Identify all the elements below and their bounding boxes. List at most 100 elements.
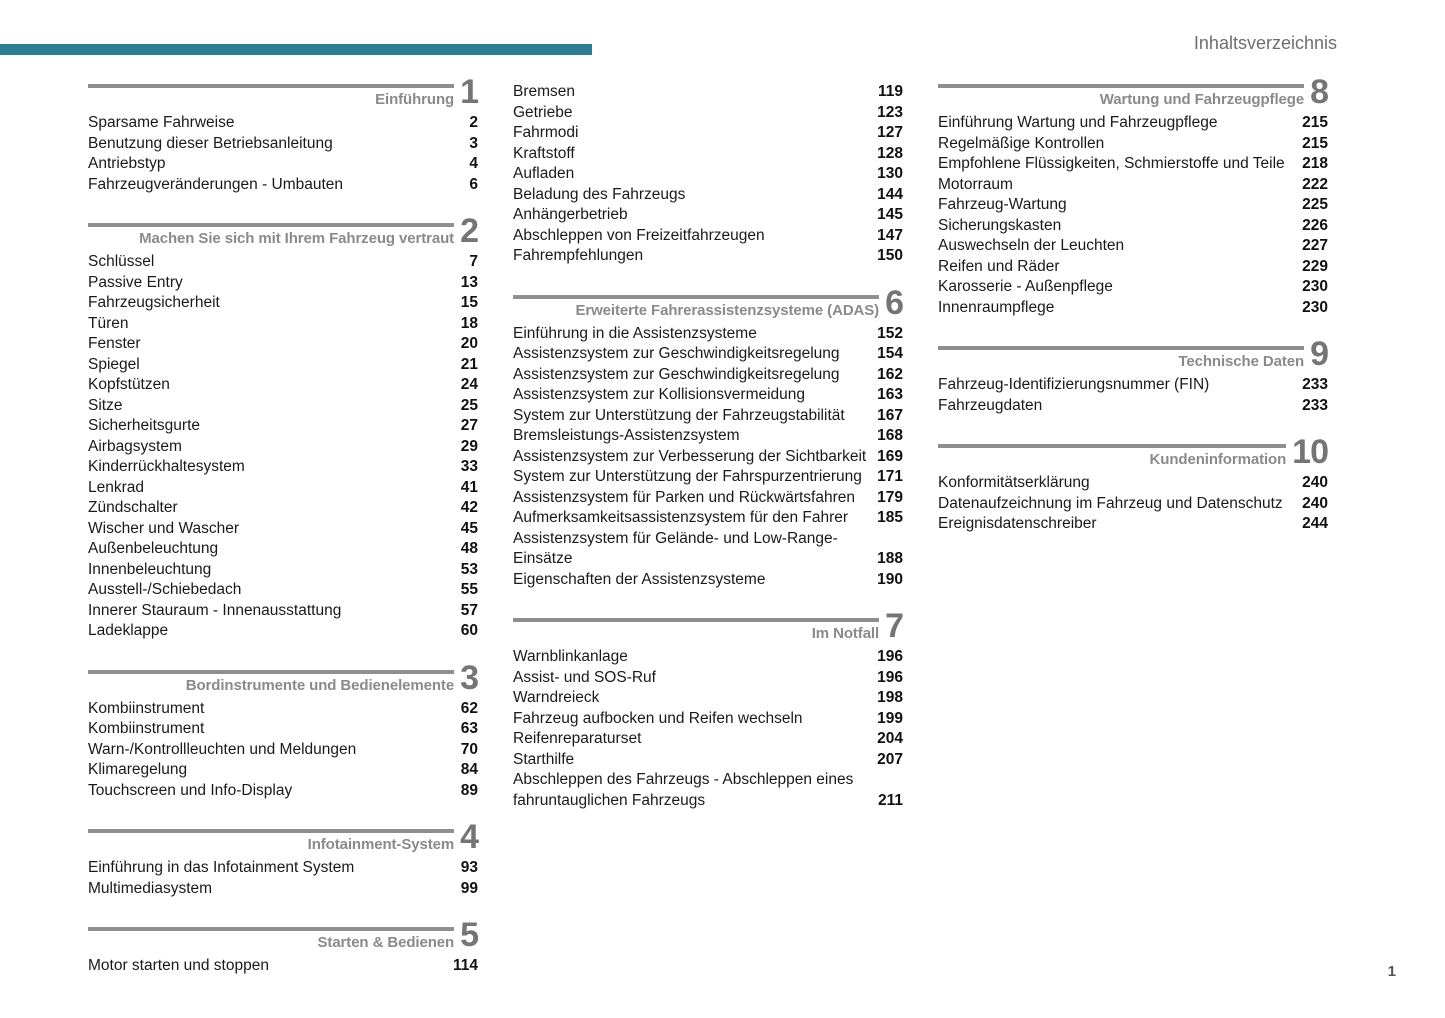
entry-label: Reifenreparaturset: [513, 730, 642, 747]
entry-page: 29: [460, 437, 478, 455]
entry-page: 25: [460, 396, 478, 414]
entry-label: Sicherheitsgurte: [88, 417, 201, 434]
entry-page: 196: [877, 648, 903, 665]
entry-page: 15: [460, 294, 478, 311]
chapter-number: 9: [1310, 335, 1329, 373]
toc-section: Technische Daten 9 Fahrzeug-Identifizierun…: [938, 335, 1329, 417]
toc-entry: Innerer Stauraum - Innenausstattung 57: [88, 601, 478, 622]
toc-entry: Anhängerbetrieb 145: [513, 205, 903, 226]
toc-entry: Assistenzsystem für Parken und Rückwärts…: [513, 488, 903, 509]
toc-entry: Zündschalter 42: [88, 498, 478, 519]
entry-label: Kinderrückhaltesystem: [88, 458, 245, 475]
entry-label: Assistenzsystem zur Geschwindigkeitsrege…: [513, 365, 840, 383]
entry-page: 4: [469, 155, 478, 172]
entry-label: Assist- und SOS-Ruf: [513, 668, 656, 686]
section-header: Wartung und Fahrzeugpflege 8: [938, 75, 1329, 110]
entry-page: 119: [877, 83, 903, 100]
entry-label: Abschleppen von Freizeitfahrzeugen: [513, 226, 765, 244]
toc-entry: Fahrzeug aufbocken und Reifen wechseln 19…: [513, 709, 903, 730]
toc-entry: Antriebstyp 4: [88, 154, 478, 175]
toc-entry: Empfohlene Flüssigkeiten, Schmierstoffe …: [938, 154, 1328, 175]
toc-entry: Fahrzeugdaten 233: [938, 396, 1328, 417]
entry-page: 18: [460, 314, 478, 332]
entry-label: Innenbeleuchtung: [88, 560, 212, 578]
entry-page: 244: [1302, 515, 1328, 532]
toc-entry: Abschleppen von Freizeitfahrzeugen 147: [513, 226, 903, 247]
section-header-left: Technische Daten: [938, 344, 1304, 372]
entry-label: Fahrzeugveränderungen - Umbauten: [88, 175, 344, 193]
entry-label: Antriebstyp: [88, 155, 166, 172]
toc-entry: Aufmerksamkeitsassistenzsystem für den F…: [513, 508, 903, 529]
chapter-number: 3: [460, 658, 479, 697]
toc-entry: Passive Entry 13: [88, 273, 478, 294]
entry-page: 154: [877, 345, 903, 362]
entry-label: Innerer Stauraum - Innenausstattung: [88, 601, 342, 619]
entry-page: 227: [1302, 237, 1328, 254]
section-rule: [938, 84, 1305, 88]
header-accent-bar: [0, 44, 592, 55]
entry-label: Motor starten und stoppen: [88, 957, 269, 974]
entry-label: Kopfstützen: [88, 376, 170, 393]
entry-page: 190: [877, 570, 903, 588]
toc-entry: Ereignisdatenschreiber 244: [938, 514, 1328, 535]
entry-page: 24: [460, 376, 478, 393]
toc-entry: Beladung des Fahrzeugs 144: [513, 185, 903, 206]
entry-label: Assistenzsystem für Gelände- und Low-Ran…: [513, 529, 838, 568]
entry-page: 45: [460, 519, 478, 537]
entry-page: 226: [1302, 216, 1328, 234]
entry-page: 144: [877, 185, 903, 203]
entry-label: Einführung Wartung und Fahrzeugpflege: [938, 114, 1218, 131]
section-title: Wartung und Fahrzeugpflege: [1099, 91, 1305, 108]
entry-page: 233: [1302, 376, 1328, 393]
entry-label: Eigenschaften der Assistenzsysteme: [513, 570, 766, 588]
entry-page: 53: [460, 560, 478, 578]
toc-entry: System zur Unterstützung der Fahrspurzen…: [513, 467, 903, 488]
section-header-left: Erweiterte Fahrerassistenzsysteme (ADAS): [513, 293, 879, 321]
entry-label: Touchscreen und Info-Display: [88, 781, 293, 799]
toc-entry: Bremsen 119: [513, 82, 903, 103]
entry-label: Kraftstoff: [513, 144, 575, 162]
toc-entry: Auswechseln der Leuchten 227: [938, 236, 1328, 257]
entry-page: 27: [460, 417, 478, 434]
entry-page: 33: [460, 458, 478, 475]
toc-entry: Außenbeleuchtung 48: [88, 539, 478, 560]
chapter-number: 7: [885, 607, 904, 645]
entry-label: Konformitätserklärung: [938, 474, 1090, 491]
section-header-left: Einführung: [88, 82, 454, 110]
toc-section: Kundeninformation 10 Konformitätserklärung…: [938, 435, 1329, 535]
entry-page: 3: [469, 134, 478, 152]
entry-page: 167: [877, 406, 903, 424]
entry-page: 57: [460, 601, 478, 619]
entry-label: Sitze: [88, 396, 123, 414]
entry-label: Aufladen: [513, 165, 575, 182]
page-number: 1: [1387, 963, 1396, 980]
section-header-left: Im Notfall: [513, 616, 879, 644]
entry-page: 13: [460, 273, 478, 291]
entry-page: 84: [460, 761, 478, 778]
entry-label: Aufmerksamkeitsassistenzsystem für den F…: [513, 509, 849, 526]
toc-entry: Karosserie - Außenpflege 230: [938, 277, 1328, 298]
entry-label: Starthilfe: [513, 750, 575, 768]
toc-entry: Regelmäßige Kontrollen 215: [938, 134, 1328, 155]
toc-entry: Kopfstützen 24: [88, 375, 478, 396]
entry-label: Assistenzsystem zur Verbesserung der Sic…: [513, 447, 867, 465]
section-rule: [88, 927, 455, 931]
toc-entry: Kombiinstrument 62: [88, 699, 478, 720]
entry-label: Auswechseln der Leuchten: [938, 237, 1125, 254]
toc-entry: Aufladen 130: [513, 164, 903, 185]
toc-entry: Getriebe 123: [513, 103, 903, 124]
toc-entry: Motor starten und stoppen 114: [88, 956, 478, 977]
entry-label: Kombiinstrument: [88, 699, 205, 717]
toc-entry: Abschleppen des Fahrzeugs - Abschleppen …: [513, 770, 903, 811]
section-rule: [938, 444, 1287, 448]
entry-page: 21: [460, 355, 478, 373]
toc-entry: Fahrzeug-Identifizierungsnummer (FIN) 233: [938, 375, 1328, 396]
section-header-left: Bordinstrumente und Bedienelemente: [88, 668, 454, 696]
section-rule: [88, 223, 455, 227]
section-header-left: Kundeninformation: [938, 442, 1286, 470]
entry-label: Abschleppen des Fahrzeugs - Abschleppen …: [513, 771, 854, 809]
entry-page: 204: [877, 730, 903, 747]
toc-column-1: Einführung 1 Sparsame Fahrweise 2 Benutzung …: [88, 75, 479, 1003]
entry-page: 99: [460, 879, 478, 897]
entry-label: Warndreieck: [513, 689, 600, 706]
